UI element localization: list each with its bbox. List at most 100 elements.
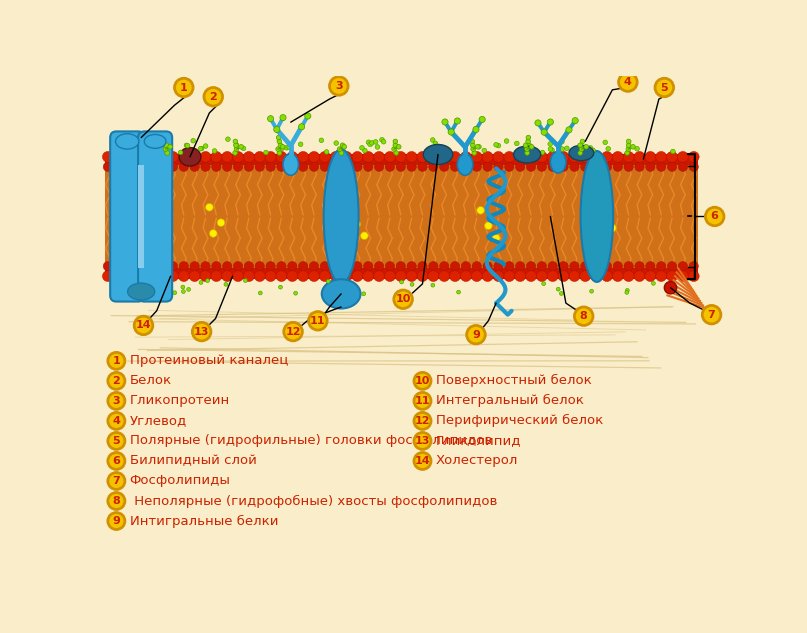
Text: Гликопротеин: Гликопротеин [130,394,230,408]
Circle shape [190,261,199,271]
Circle shape [454,118,461,124]
Circle shape [657,162,666,172]
Circle shape [182,290,186,294]
Circle shape [258,291,262,295]
Circle shape [667,261,677,271]
Circle shape [677,151,688,162]
Circle shape [244,151,254,162]
Circle shape [211,261,221,271]
Circle shape [493,151,504,162]
Circle shape [440,162,449,172]
Text: 9: 9 [112,516,120,526]
Ellipse shape [144,134,166,148]
Circle shape [232,151,237,155]
Circle shape [418,261,427,271]
Circle shape [482,151,493,162]
Circle shape [298,271,308,282]
Circle shape [580,139,585,144]
Circle shape [294,291,298,295]
Circle shape [651,282,655,285]
Circle shape [385,162,395,172]
Circle shape [181,285,185,289]
Circle shape [391,147,396,151]
Circle shape [168,151,178,162]
Circle shape [287,261,297,271]
Circle shape [374,261,384,271]
Circle shape [406,271,417,282]
Circle shape [374,140,378,144]
Circle shape [342,261,351,271]
Circle shape [471,151,482,162]
Circle shape [125,162,134,172]
Circle shape [429,261,438,271]
Ellipse shape [569,145,594,161]
Circle shape [396,144,401,149]
Circle shape [494,162,503,172]
Circle shape [113,271,124,282]
Circle shape [558,151,569,162]
Circle shape [461,151,471,162]
Circle shape [342,162,351,172]
Circle shape [309,261,319,271]
Circle shape [324,149,329,154]
Circle shape [320,271,330,282]
Circle shape [667,151,677,162]
Circle shape [541,129,547,135]
Circle shape [124,271,135,282]
Circle shape [178,150,183,154]
Circle shape [178,151,189,162]
FancyBboxPatch shape [138,132,172,301]
Circle shape [319,138,324,142]
Circle shape [537,151,547,162]
Circle shape [634,151,645,162]
Circle shape [165,149,170,154]
Circle shape [255,261,265,271]
Circle shape [198,146,203,151]
Circle shape [305,113,311,119]
Text: Неполярные (гидрофобные) хвосты фосфолипидов: Неполярные (гидрофобные) хвосты фосфолип… [130,494,497,508]
Circle shape [352,151,363,162]
Circle shape [157,261,167,271]
Circle shape [572,118,579,123]
Circle shape [179,261,189,271]
Circle shape [102,151,113,162]
Text: 2: 2 [209,92,217,102]
Circle shape [548,162,558,172]
Circle shape [432,147,437,153]
Circle shape [449,271,461,282]
Circle shape [547,271,558,282]
Circle shape [417,151,428,162]
Circle shape [124,151,135,162]
Circle shape [433,141,437,146]
Circle shape [384,271,395,282]
Ellipse shape [550,151,566,173]
Circle shape [169,162,178,172]
Circle shape [339,151,344,155]
Ellipse shape [458,154,473,175]
Circle shape [277,151,282,155]
Circle shape [550,147,554,153]
Circle shape [233,162,243,172]
Circle shape [108,432,125,449]
Circle shape [345,205,353,213]
Circle shape [565,146,569,151]
Circle shape [394,151,399,155]
Ellipse shape [322,279,361,308]
Circle shape [526,162,536,172]
Circle shape [244,271,254,282]
Circle shape [108,413,125,429]
Circle shape [570,162,579,172]
Circle shape [592,261,600,271]
Circle shape [645,271,656,282]
Circle shape [362,292,366,296]
Circle shape [625,289,629,292]
Circle shape [578,143,583,147]
Circle shape [688,271,699,282]
Circle shape [516,261,525,271]
Circle shape [591,151,601,162]
Circle shape [184,143,189,147]
Circle shape [108,453,125,470]
Circle shape [466,325,485,344]
Circle shape [364,162,373,172]
Circle shape [705,207,724,226]
